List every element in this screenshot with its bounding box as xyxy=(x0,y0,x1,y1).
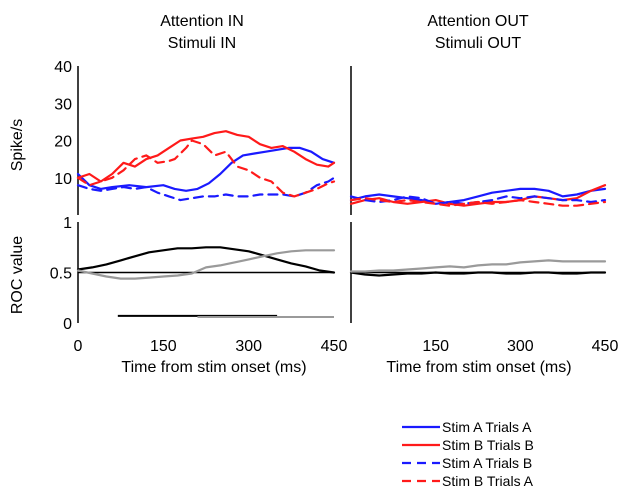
y-axis-label-roc: ROC value xyxy=(9,236,26,314)
series-line-0 xyxy=(349,187,607,205)
title-right-line1: Attention OUT xyxy=(427,13,529,30)
y-tick-label: 20 xyxy=(54,134,72,151)
series-line-0 xyxy=(76,246,336,274)
x-tick-label: 450 xyxy=(592,338,619,355)
panel-titles: Attention IN Stimuli IN Attention OUT St… xyxy=(160,13,529,52)
x-tick-label: 450 xyxy=(321,338,348,355)
y-tick-label: 1 xyxy=(63,215,72,232)
legend-label: Stim A Trials B xyxy=(442,455,532,471)
series-line-3 xyxy=(76,139,336,198)
plot-roc-attention-out xyxy=(349,259,607,277)
y-axis-label-spikes: Spike/s xyxy=(9,119,26,171)
x-tick-label: 0 xyxy=(74,338,83,355)
legend-label: Stim A Trials A xyxy=(442,419,532,435)
title-right-line2: Stimuli OUT xyxy=(435,35,521,52)
x-axis-label-left: Time from stim onset (ms) xyxy=(121,359,306,376)
legend-label: Stim B Trials A xyxy=(442,473,534,489)
title-left-line1: Attention IN xyxy=(160,13,244,30)
plot-roc-attention-in xyxy=(76,246,336,318)
series-line-1 xyxy=(76,130,336,183)
axes-frames xyxy=(77,66,352,323)
y-tick-label: 40 xyxy=(54,59,72,76)
title-left-line2: Stimuli IN xyxy=(168,35,236,52)
y-tick-label: 0 xyxy=(63,316,72,333)
series-line-1 xyxy=(349,259,607,273)
plot-spikes-attention-out xyxy=(349,184,607,207)
x-tick-label: 300 xyxy=(507,338,534,355)
y-tick-label: 10 xyxy=(54,171,72,188)
y-tick-label: 30 xyxy=(54,96,72,113)
series-line-3 xyxy=(349,197,607,207)
x-tick-label: 300 xyxy=(235,338,262,355)
legend-label: Stim B Trials B xyxy=(442,437,534,453)
x-axis-label-right: Time from stim onset (ms) xyxy=(386,359,571,376)
series-line-2 xyxy=(76,176,336,202)
y-tick-label: 0.5 xyxy=(50,266,72,283)
series-line-1 xyxy=(76,249,336,280)
plot-spikes-attention-in xyxy=(76,130,336,202)
x-tick-label: 150 xyxy=(150,338,177,355)
legend: Stim A Trials A Stim B Trials B Stim A Tri… xyxy=(402,419,534,489)
series-line-0 xyxy=(349,271,607,277)
series-line-0 xyxy=(76,146,336,192)
x-tick-label: 150 xyxy=(422,338,449,355)
